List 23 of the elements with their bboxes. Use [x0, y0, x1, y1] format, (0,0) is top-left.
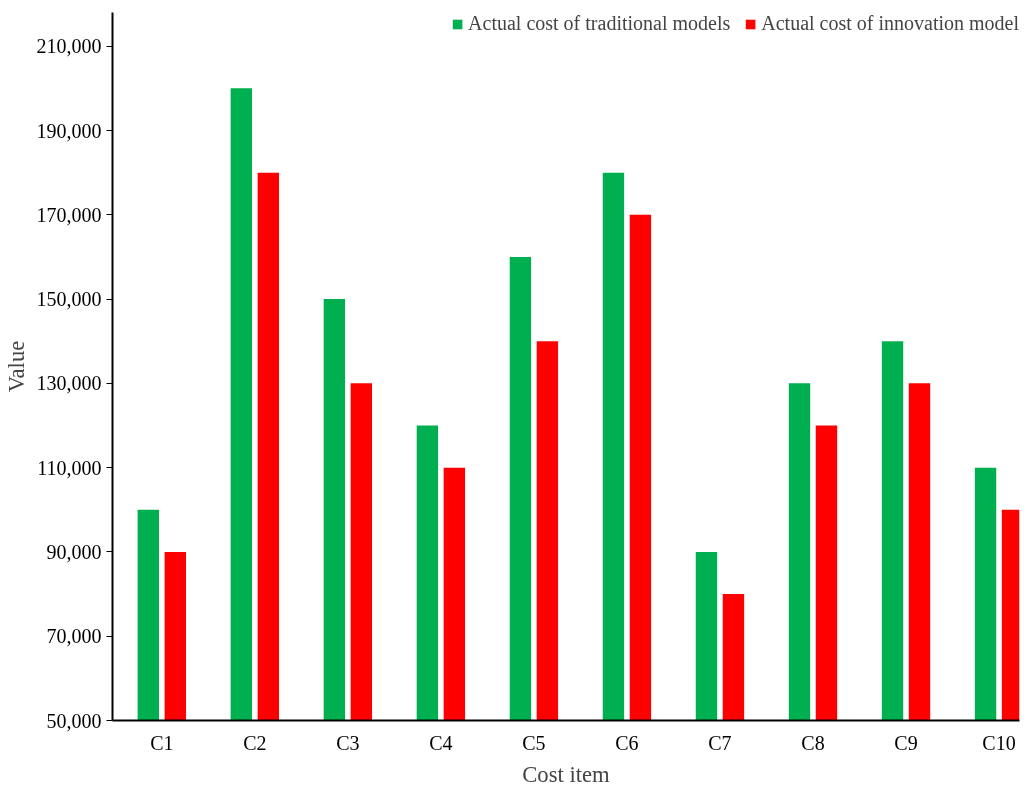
x-tick-label: C7: [708, 731, 732, 754]
y-tick-label: 110,000: [37, 456, 102, 479]
legend-label: Actual cost of traditional models: [468, 12, 731, 35]
x-tick-label: C5: [522, 731, 546, 754]
y-tick-label: 190,000: [36, 119, 102, 142]
y-tick-label: 130,000: [36, 372, 102, 395]
x-tick-label: C10: [982, 731, 1016, 754]
y-tick-label: 170,000: [36, 203, 102, 226]
y-tick-label: 50,000: [46, 709, 102, 732]
y-tick-label: 70,000: [46, 625, 102, 648]
x-tick-label: C8: [801, 731, 825, 754]
y-tick-label: 150,000: [36, 288, 102, 311]
y-tick-label: 90,000: [46, 540, 102, 563]
x-axis-title: Cost item: [522, 761, 611, 787]
x-tick-label: C6: [615, 731, 639, 754]
x-tick-label: C3: [336, 731, 360, 754]
y-tick-label: 210,000: [36, 35, 102, 58]
y-axis-title: Value: [3, 340, 29, 393]
legend-label: Actual cost of innovation model: [761, 12, 1019, 35]
x-tick-label: C9: [894, 731, 918, 754]
x-tick-label: C4: [429, 731, 453, 754]
x-tick-label: C1: [150, 731, 174, 754]
x-tick-label: C2: [243, 731, 267, 754]
